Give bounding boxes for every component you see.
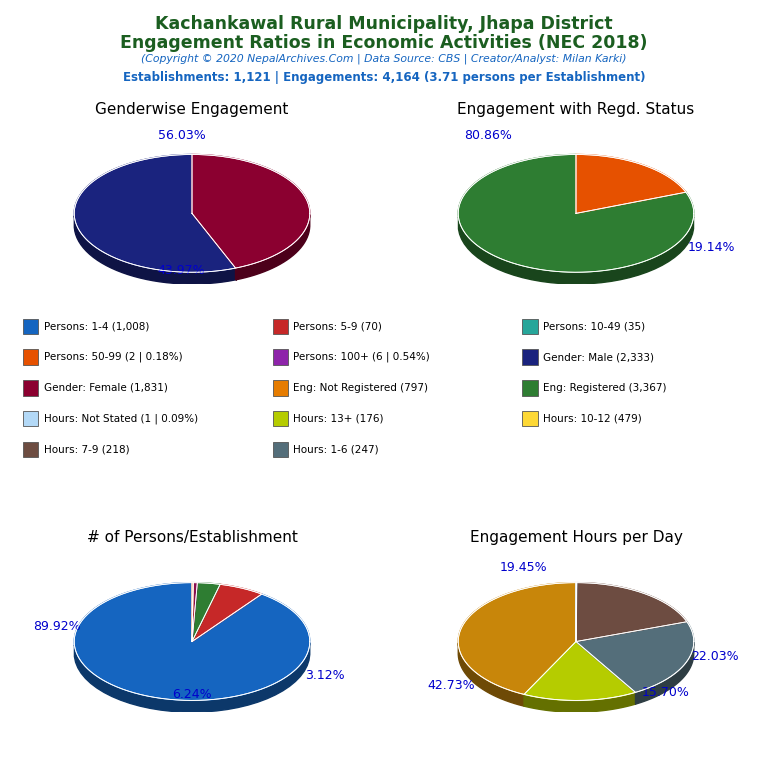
Polygon shape — [74, 583, 310, 700]
Polygon shape — [74, 643, 310, 712]
Title: Engagement Hours per Day: Engagement Hours per Day — [469, 530, 683, 545]
Text: 43.97%: 43.97% — [157, 264, 205, 277]
Polygon shape — [192, 154, 310, 268]
Text: Hours: Not Stated (1 | 0.09%): Hours: Not Stated (1 | 0.09%) — [44, 413, 198, 424]
Polygon shape — [458, 643, 524, 706]
Text: Engagement Ratios in Economic Activities (NEC 2018): Engagement Ratios in Economic Activities… — [121, 34, 647, 51]
Title: Genderwise Engagement: Genderwise Engagement — [95, 101, 289, 117]
Text: Gender: Female (1,831): Gender: Female (1,831) — [44, 382, 167, 393]
Polygon shape — [458, 217, 694, 284]
Polygon shape — [192, 583, 194, 641]
Text: Hours: 13+ (176): Hours: 13+ (176) — [293, 413, 384, 424]
Polygon shape — [576, 154, 686, 214]
Title: # of Persons/Establishment: # of Persons/Establishment — [87, 530, 297, 545]
Text: 42.73%: 42.73% — [428, 680, 475, 693]
Text: 89.92%: 89.92% — [33, 620, 81, 633]
Text: (Copyright © 2020 NepalArchives.Com | Data Source: CBS | Creator/Analyst: Milan : (Copyright © 2020 NepalArchives.Com | Da… — [141, 54, 627, 65]
Polygon shape — [192, 583, 220, 641]
Text: Gender: Male (2,333): Gender: Male (2,333) — [543, 352, 654, 362]
Polygon shape — [635, 642, 694, 704]
Polygon shape — [74, 154, 236, 272]
Text: Persons: 10-49 (35): Persons: 10-49 (35) — [543, 321, 645, 332]
Text: 19.14%: 19.14% — [687, 241, 735, 254]
Text: Persons: 100+ (6 | 0.54%): Persons: 100+ (6 | 0.54%) — [293, 352, 430, 362]
Polygon shape — [576, 583, 687, 641]
Text: Hours: 7-9 (218): Hours: 7-9 (218) — [44, 444, 129, 455]
Text: Eng: Not Registered (797): Eng: Not Registered (797) — [293, 382, 429, 393]
Polygon shape — [458, 154, 694, 272]
Polygon shape — [524, 641, 635, 700]
Text: Persons: 1-4 (1,008): Persons: 1-4 (1,008) — [44, 321, 149, 332]
Text: Kachankawal Rural Municipality, Jhapa District: Kachankawal Rural Municipality, Jhapa Di… — [155, 15, 613, 33]
Text: Establishments: 1,121 | Engagements: 4,164 (3.71 persons per Establishment): Establishments: 1,121 | Engagements: 4,1… — [123, 71, 645, 84]
Title: Engagement with Regd. Status: Engagement with Regd. Status — [458, 101, 694, 117]
Text: Hours: 10-12 (479): Hours: 10-12 (479) — [543, 413, 642, 424]
Polygon shape — [576, 622, 694, 692]
Text: Eng: Registered (3,367): Eng: Registered (3,367) — [543, 382, 667, 393]
Text: 3.12%: 3.12% — [305, 670, 345, 683]
Text: 22.03%: 22.03% — [691, 650, 739, 663]
Text: 80.86%: 80.86% — [464, 129, 511, 142]
Text: 15.70%: 15.70% — [641, 686, 689, 699]
Polygon shape — [524, 692, 635, 712]
Polygon shape — [458, 583, 576, 694]
Text: Persons: 5-9 (70): Persons: 5-9 (70) — [293, 321, 382, 332]
Polygon shape — [236, 214, 310, 280]
Polygon shape — [192, 584, 262, 641]
Text: 56.03%: 56.03% — [157, 129, 205, 142]
Text: 19.45%: 19.45% — [499, 561, 547, 574]
Polygon shape — [192, 583, 197, 641]
Polygon shape — [74, 216, 236, 284]
Text: Persons: 50-99 (2 | 0.18%): Persons: 50-99 (2 | 0.18%) — [44, 352, 183, 362]
Text: Hours: 1-6 (247): Hours: 1-6 (247) — [293, 444, 379, 455]
Text: 6.24%: 6.24% — [172, 687, 212, 700]
